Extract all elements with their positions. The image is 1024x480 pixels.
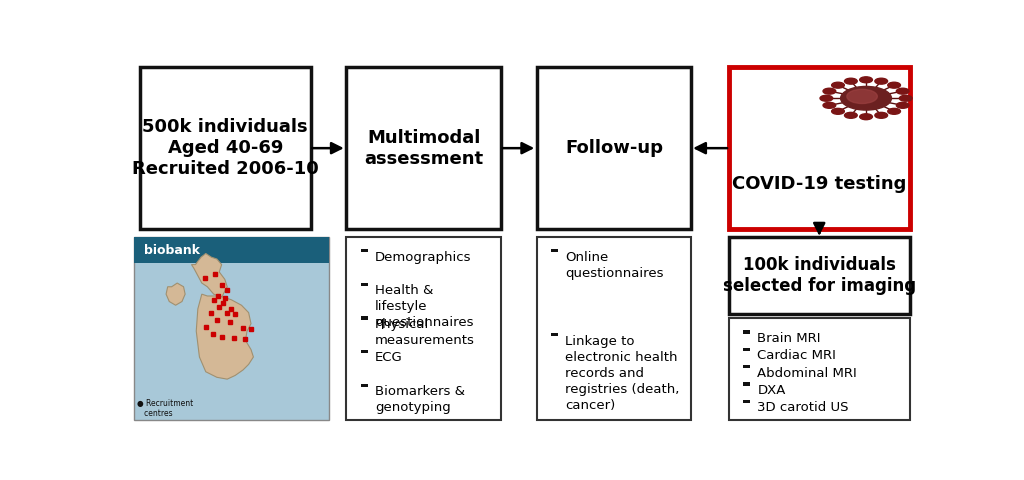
FancyBboxPatch shape bbox=[537, 237, 691, 420]
Circle shape bbox=[823, 88, 836, 94]
Text: Online
questionnaires: Online questionnaires bbox=[565, 251, 664, 279]
Text: 3D carotid US: 3D carotid US bbox=[758, 401, 849, 414]
Polygon shape bbox=[197, 294, 253, 379]
FancyBboxPatch shape bbox=[551, 249, 558, 252]
FancyBboxPatch shape bbox=[346, 67, 501, 229]
FancyBboxPatch shape bbox=[360, 316, 368, 320]
Circle shape bbox=[823, 102, 836, 108]
FancyBboxPatch shape bbox=[360, 384, 368, 387]
Text: Abdominal MRI: Abdominal MRI bbox=[758, 367, 857, 380]
Text: ● Recruitment
   centres: ● Recruitment centres bbox=[137, 398, 193, 418]
Polygon shape bbox=[166, 283, 185, 305]
FancyBboxPatch shape bbox=[729, 318, 909, 420]
Circle shape bbox=[845, 112, 857, 118]
Circle shape bbox=[831, 108, 845, 114]
Text: Multimodal
assessment: Multimodal assessment bbox=[365, 129, 483, 168]
FancyBboxPatch shape bbox=[743, 383, 751, 386]
Circle shape bbox=[860, 77, 872, 83]
FancyBboxPatch shape bbox=[551, 333, 558, 336]
FancyBboxPatch shape bbox=[360, 350, 368, 353]
Text: Demographics: Demographics bbox=[375, 251, 471, 264]
FancyBboxPatch shape bbox=[729, 67, 909, 229]
Circle shape bbox=[896, 102, 909, 108]
Text: 500k individuals
Aged 40-69
Recruited 2006-10: 500k individuals Aged 40-69 Recruited 20… bbox=[132, 119, 318, 178]
Circle shape bbox=[874, 78, 888, 84]
Circle shape bbox=[896, 88, 909, 94]
Circle shape bbox=[847, 89, 878, 104]
Text: COVID-19 testing: COVID-19 testing bbox=[732, 175, 906, 193]
FancyBboxPatch shape bbox=[743, 348, 751, 351]
FancyBboxPatch shape bbox=[360, 283, 368, 286]
FancyBboxPatch shape bbox=[346, 237, 501, 420]
Text: 100k individuals
selected for imaging: 100k individuals selected for imaging bbox=[723, 256, 915, 295]
Text: Health &
lifestyle
questionnaires: Health & lifestyle questionnaires bbox=[375, 284, 473, 329]
Circle shape bbox=[888, 82, 900, 88]
Circle shape bbox=[874, 112, 888, 118]
Circle shape bbox=[841, 86, 892, 110]
FancyBboxPatch shape bbox=[134, 237, 329, 420]
Text: Physical
measurements: Physical measurements bbox=[375, 318, 475, 347]
FancyBboxPatch shape bbox=[140, 67, 310, 229]
FancyBboxPatch shape bbox=[729, 237, 909, 314]
FancyBboxPatch shape bbox=[537, 67, 691, 229]
Text: Biomarkers &
genotyping: Biomarkers & genotyping bbox=[375, 385, 465, 414]
Text: ECG: ECG bbox=[375, 351, 402, 364]
FancyBboxPatch shape bbox=[743, 365, 751, 369]
Text: biobank: biobank bbox=[143, 244, 200, 257]
Text: DXA: DXA bbox=[758, 384, 785, 397]
Text: Brain MRI: Brain MRI bbox=[758, 332, 821, 345]
Circle shape bbox=[899, 96, 912, 101]
Text: Follow-up: Follow-up bbox=[565, 139, 664, 157]
FancyBboxPatch shape bbox=[743, 330, 751, 334]
Circle shape bbox=[820, 96, 833, 101]
Circle shape bbox=[860, 114, 872, 120]
FancyBboxPatch shape bbox=[134, 237, 329, 264]
FancyBboxPatch shape bbox=[360, 249, 368, 252]
Polygon shape bbox=[191, 253, 227, 298]
Circle shape bbox=[845, 78, 857, 84]
Circle shape bbox=[831, 82, 845, 88]
Text: Linkage to
electronic health
records and
registries (death,
cancer): Linkage to electronic health records and… bbox=[565, 335, 680, 412]
FancyBboxPatch shape bbox=[743, 400, 751, 403]
Text: Cardiac MRI: Cardiac MRI bbox=[758, 349, 837, 362]
Circle shape bbox=[888, 108, 900, 114]
